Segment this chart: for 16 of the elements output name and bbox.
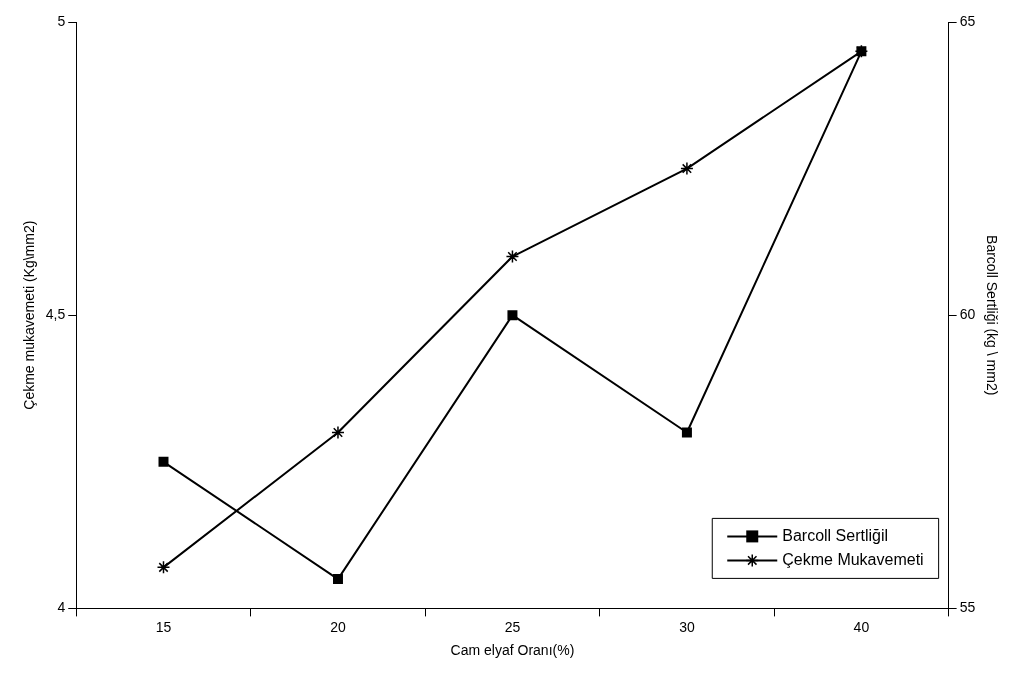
- x-axis-title: Cam elyaf Oranı(%): [450, 642, 575, 659]
- legend-label: Barcoll Sertliğil: [782, 526, 889, 544]
- y-axis-title: Çekme mukavemeti (Kg\mm2): [21, 220, 38, 410]
- x-tick-label: 25: [504, 618, 521, 635]
- x-tick-label: 30: [679, 618, 695, 635]
- y2-tick-label: 55: [959, 599, 976, 616]
- x-tick-label: 20: [330, 618, 346, 635]
- legend-label: Çekme Mukavemeti: [782, 550, 924, 568]
- x-tick-label: 15: [155, 618, 172, 635]
- y-tick-label: 4,5: [45, 306, 66, 323]
- y-tick-label: 5: [57, 12, 66, 29]
- x-tick-label: 40: [853, 618, 870, 635]
- y-tick-label: 4: [57, 599, 66, 616]
- y2-tick-label: 65: [959, 12, 976, 29]
- y2-tick-label: 60: [959, 306, 976, 323]
- y2-axis-title: Barcoll Sertliği (kg \ mm2): [983, 235, 1000, 396]
